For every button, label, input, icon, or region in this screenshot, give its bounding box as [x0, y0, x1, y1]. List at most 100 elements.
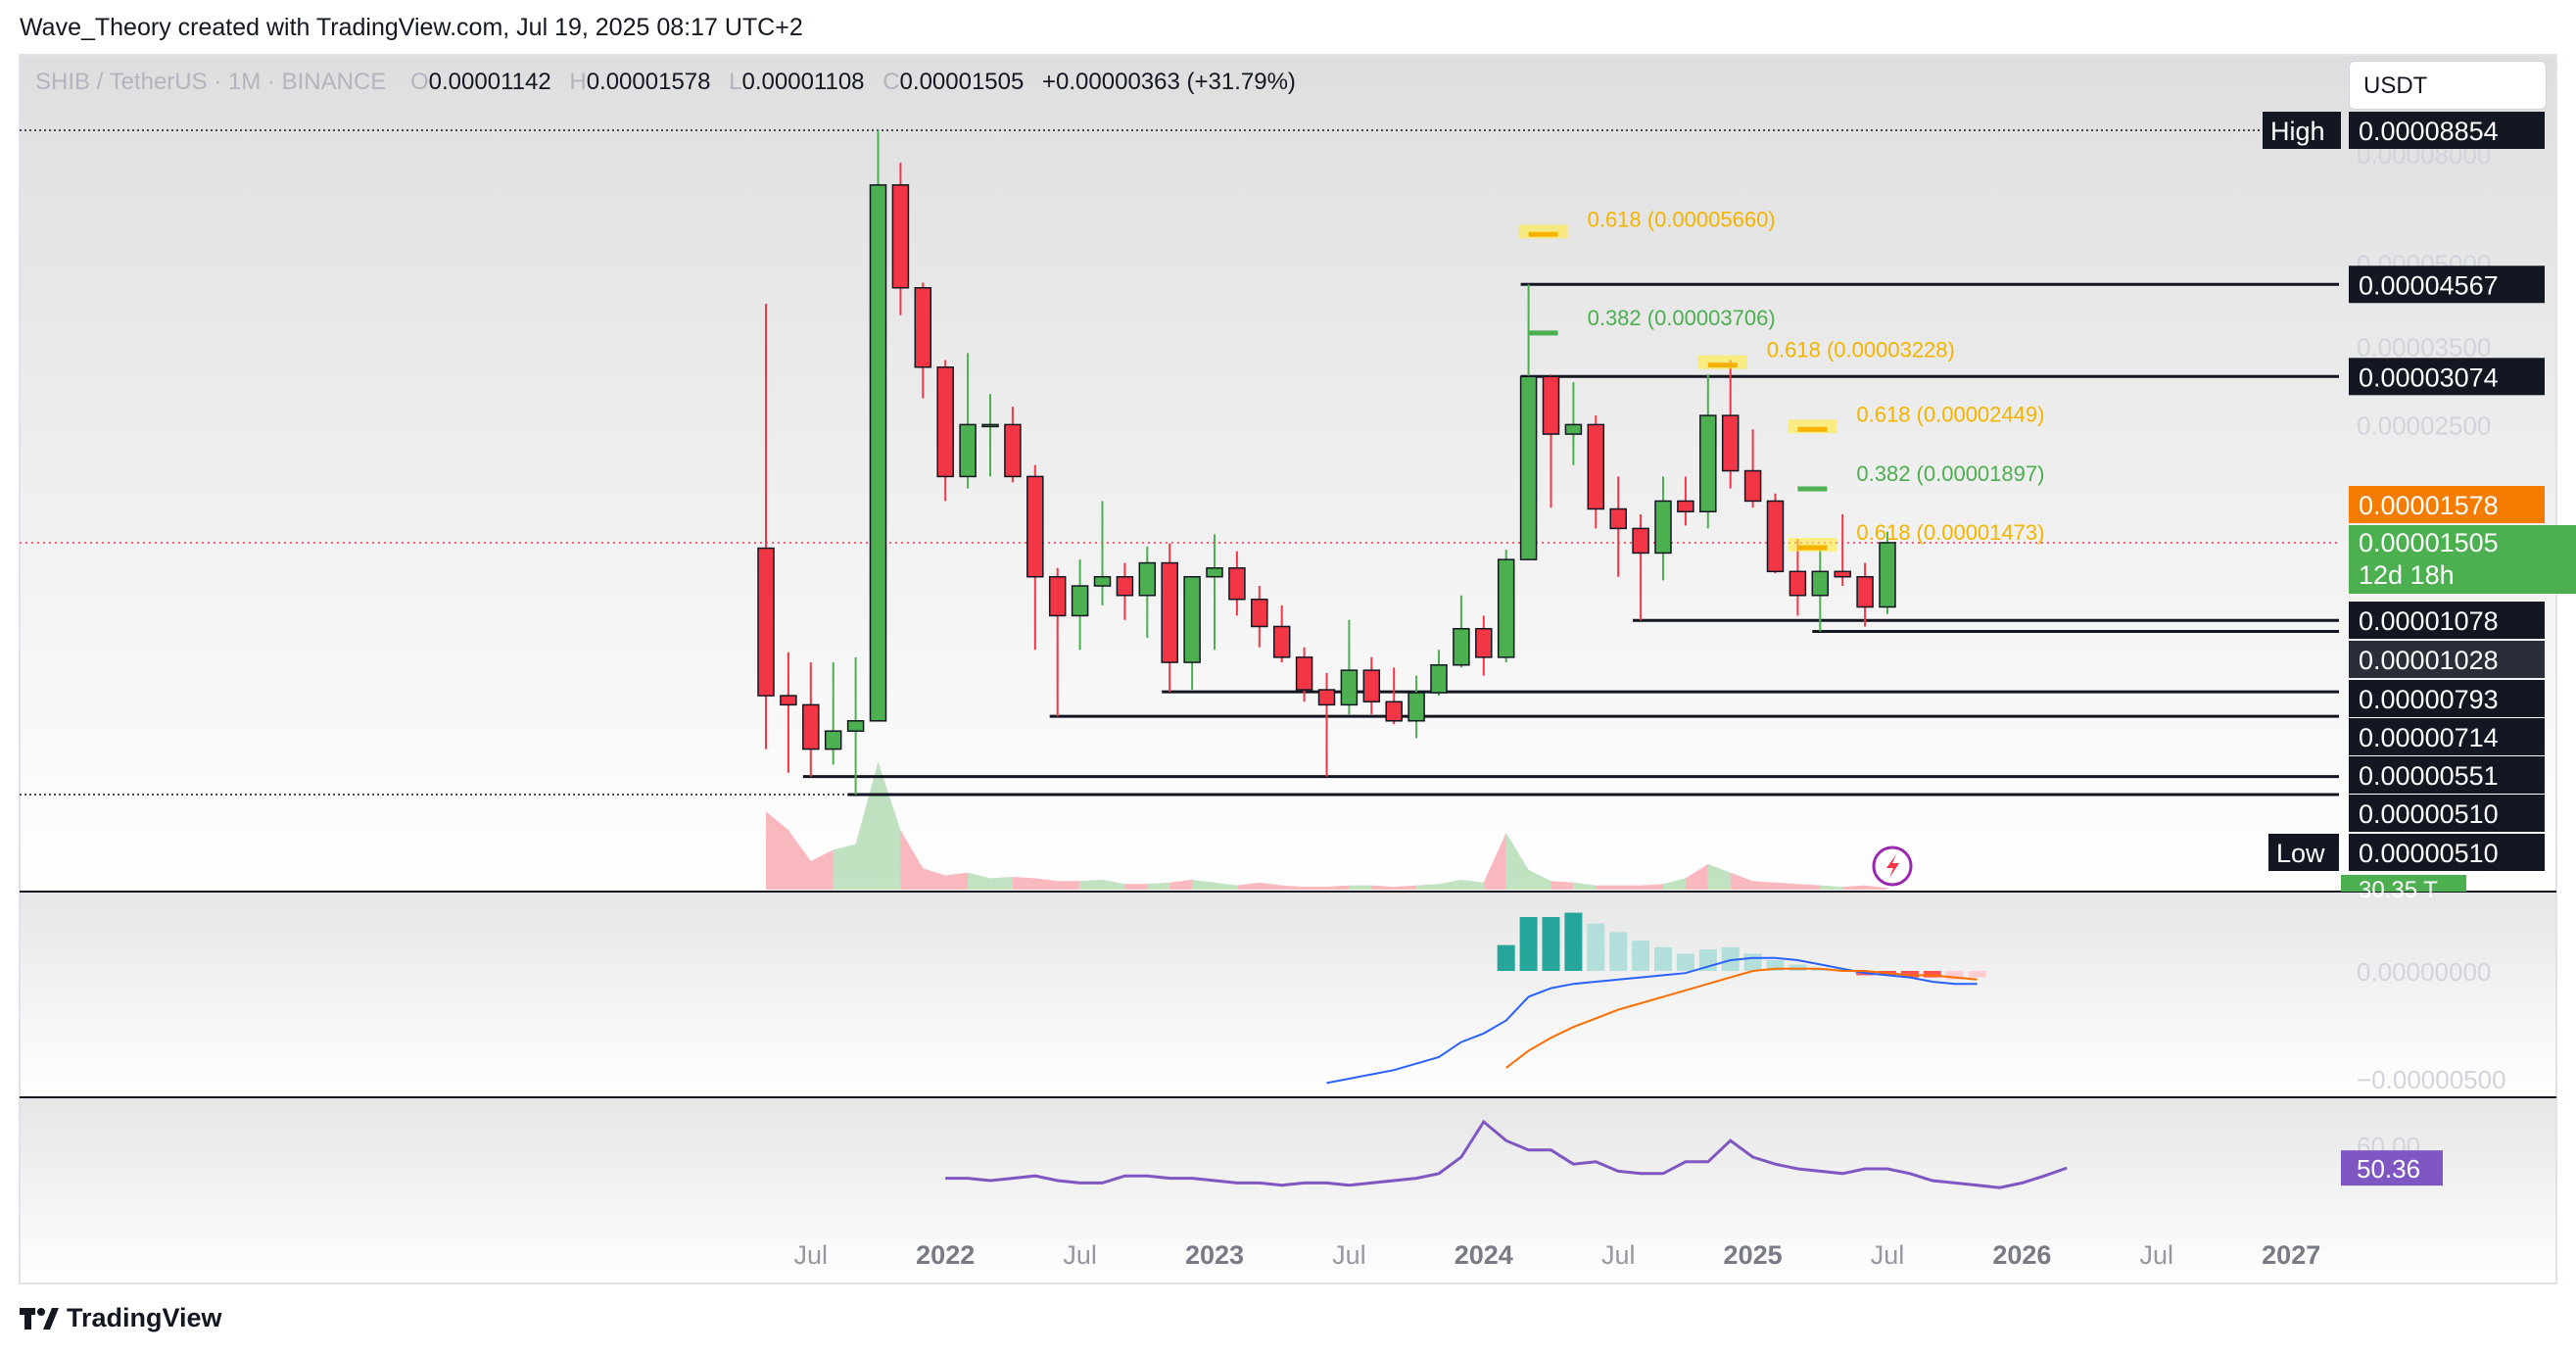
volume-segment — [1596, 885, 1619, 890]
x-tick-label: 2022 — [916, 1240, 975, 1270]
chart-credit: Wave_Theory created with TradingView.com… — [20, 14, 803, 41]
volume-segment — [1304, 887, 1327, 890]
macd-signal-line — [1505, 967, 1978, 1069]
candle-body — [1093, 575, 1112, 587]
low-marker: Low — [2276, 839, 2325, 868]
macd-histogram-bar — [1497, 944, 1515, 971]
brand-footer[interactable]: TradingView — [20, 1303, 222, 1333]
macd-histogram-bar — [1923, 971, 1941, 978]
macd-neg-tick: −0.00000500 — [2357, 1065, 2506, 1094]
candle-body — [1407, 692, 1425, 722]
macd-histogram-bar — [1900, 971, 1919, 978]
macd-histogram-bar — [1609, 932, 1628, 971]
open-value: 0.00001142 — [428, 69, 551, 95]
volume-segment — [1797, 884, 1821, 890]
y-tick-label: 0.00002500 — [2357, 411, 2491, 440]
candle-body — [1475, 627, 1493, 658]
currency-selector[interactable]: USDT — [2349, 61, 2547, 110]
volume-segment — [1439, 879, 1461, 890]
macd-histogram-bar — [1676, 953, 1694, 971]
volume-segment — [1618, 885, 1642, 890]
volume-segment — [833, 844, 856, 890]
level-price-tag: 0.00000793 — [2359, 685, 2499, 714]
volume-segment — [1865, 885, 1887, 890]
volume-segment — [1573, 882, 1597, 890]
volume-tag-bg — [2341, 875, 2466, 892]
candles-layer — [757, 130, 1896, 795]
candle-body — [1206, 567, 1223, 578]
candle-body — [1587, 423, 1605, 510]
macd-histogram-bar — [1721, 946, 1740, 971]
high-marker-bg — [2263, 112, 2341, 149]
candle-body — [1161, 561, 1178, 663]
y-tick-label: 0.00003500 — [2357, 332, 2491, 362]
symbol-label[interactable]: SHIB / TetherUS · 1M · BINANCE — [35, 69, 387, 95]
x-tick-label: Jul — [1332, 1240, 1366, 1270]
candle-body — [1497, 558, 1515, 658]
candle-body — [1519, 375, 1538, 560]
rsi-pane-background — [20, 1097, 2556, 1283]
volume-segment — [1820, 885, 1843, 890]
fib-label: 0.618 (0.00003228) — [1767, 338, 1955, 363]
x-tick-label: Jul — [1871, 1240, 1905, 1270]
low-value: 0.00001108 — [741, 69, 865, 95]
low-price-tag: 0.00000510 — [2359, 839, 2499, 868]
candle-body — [780, 695, 797, 706]
level-price-tag-bg — [2349, 602, 2545, 639]
candle-body — [1834, 570, 1851, 578]
volume-segment — [1460, 879, 1484, 890]
candle-body — [802, 703, 820, 750]
macd-histogram-bar — [1519, 917, 1538, 971]
ohlc-legend: SHIB / TetherUS · 1M · BINANCE O0.000011… — [35, 69, 1296, 96]
candle-body — [1811, 570, 1830, 597]
candle-body — [1138, 561, 1157, 597]
level-price-tag: 0.00000714 — [2359, 723, 2499, 752]
candle-body — [1721, 414, 1740, 472]
candle-body — [1632, 527, 1649, 555]
macd-histogram-bar — [1766, 960, 1785, 971]
candle-body — [824, 730, 842, 750]
volume-segment — [1752, 881, 1776, 890]
candle-body — [1453, 627, 1470, 666]
volume-segment — [1281, 885, 1305, 890]
volume-segment — [1057, 881, 1080, 890]
rsi-value: 50.36 — [2357, 1154, 2420, 1184]
high-label: H — [569, 69, 587, 95]
macd-zero-tick: 0.00000000 — [2357, 957, 2491, 987]
volume-segment — [787, 830, 811, 890]
close-value: 0.00001505 — [899, 69, 1025, 95]
change-value: +0.00000363 (+31.79%) — [1042, 69, 1296, 95]
candle-body — [1609, 508, 1627, 530]
candle-body — [1228, 567, 1246, 601]
alert-icon[interactable] — [1872, 846, 1913, 887]
macd-histogram-bar — [1811, 968, 1830, 971]
level-price-tag-bg — [2349, 795, 2545, 832]
x-tick-label: 2026 — [1992, 1240, 2051, 1270]
volume-segment — [1192, 879, 1215, 890]
candle-body — [1699, 414, 1717, 512]
candle-body — [1026, 475, 1044, 578]
x-tick-label: Jul — [1063, 1240, 1097, 1270]
volume-segment — [968, 872, 990, 890]
last-close-tag-bg — [2349, 525, 2576, 594]
candle-body — [1542, 375, 1560, 435]
level-price-tag: 0.00001028 — [2359, 646, 2499, 675]
fibonacci-layer: 0.618 (0.00005660) 0.382 (0.00003706) 0.61… — [1518, 207, 2044, 553]
candle-body — [1564, 423, 1583, 435]
candle-body — [1048, 575, 1067, 617]
level-price-tag: 0.00000551 — [2359, 761, 2499, 791]
close-label: C — [883, 69, 900, 95]
rsi-value-tag — [2341, 1150, 2443, 1186]
volume-segment — [1079, 879, 1103, 890]
candle-body — [1879, 542, 1896, 608]
x-tick-label: Jul — [794, 1240, 829, 1270]
x-tick-label: Jul — [2140, 1240, 2174, 1270]
volume-segment — [923, 868, 946, 890]
low-marker-bg — [2268, 834, 2339, 871]
level-price-tag: 0.00003074 — [2359, 363, 2499, 392]
fib-label: 0.382 (0.00003706) — [1588, 306, 1776, 330]
candle-body — [1677, 500, 1694, 512]
level-price-tag: 0.00004567 — [2359, 270, 2499, 300]
bar-countdown: 12d 18h — [2359, 560, 2455, 590]
candle-body — [869, 184, 887, 722]
